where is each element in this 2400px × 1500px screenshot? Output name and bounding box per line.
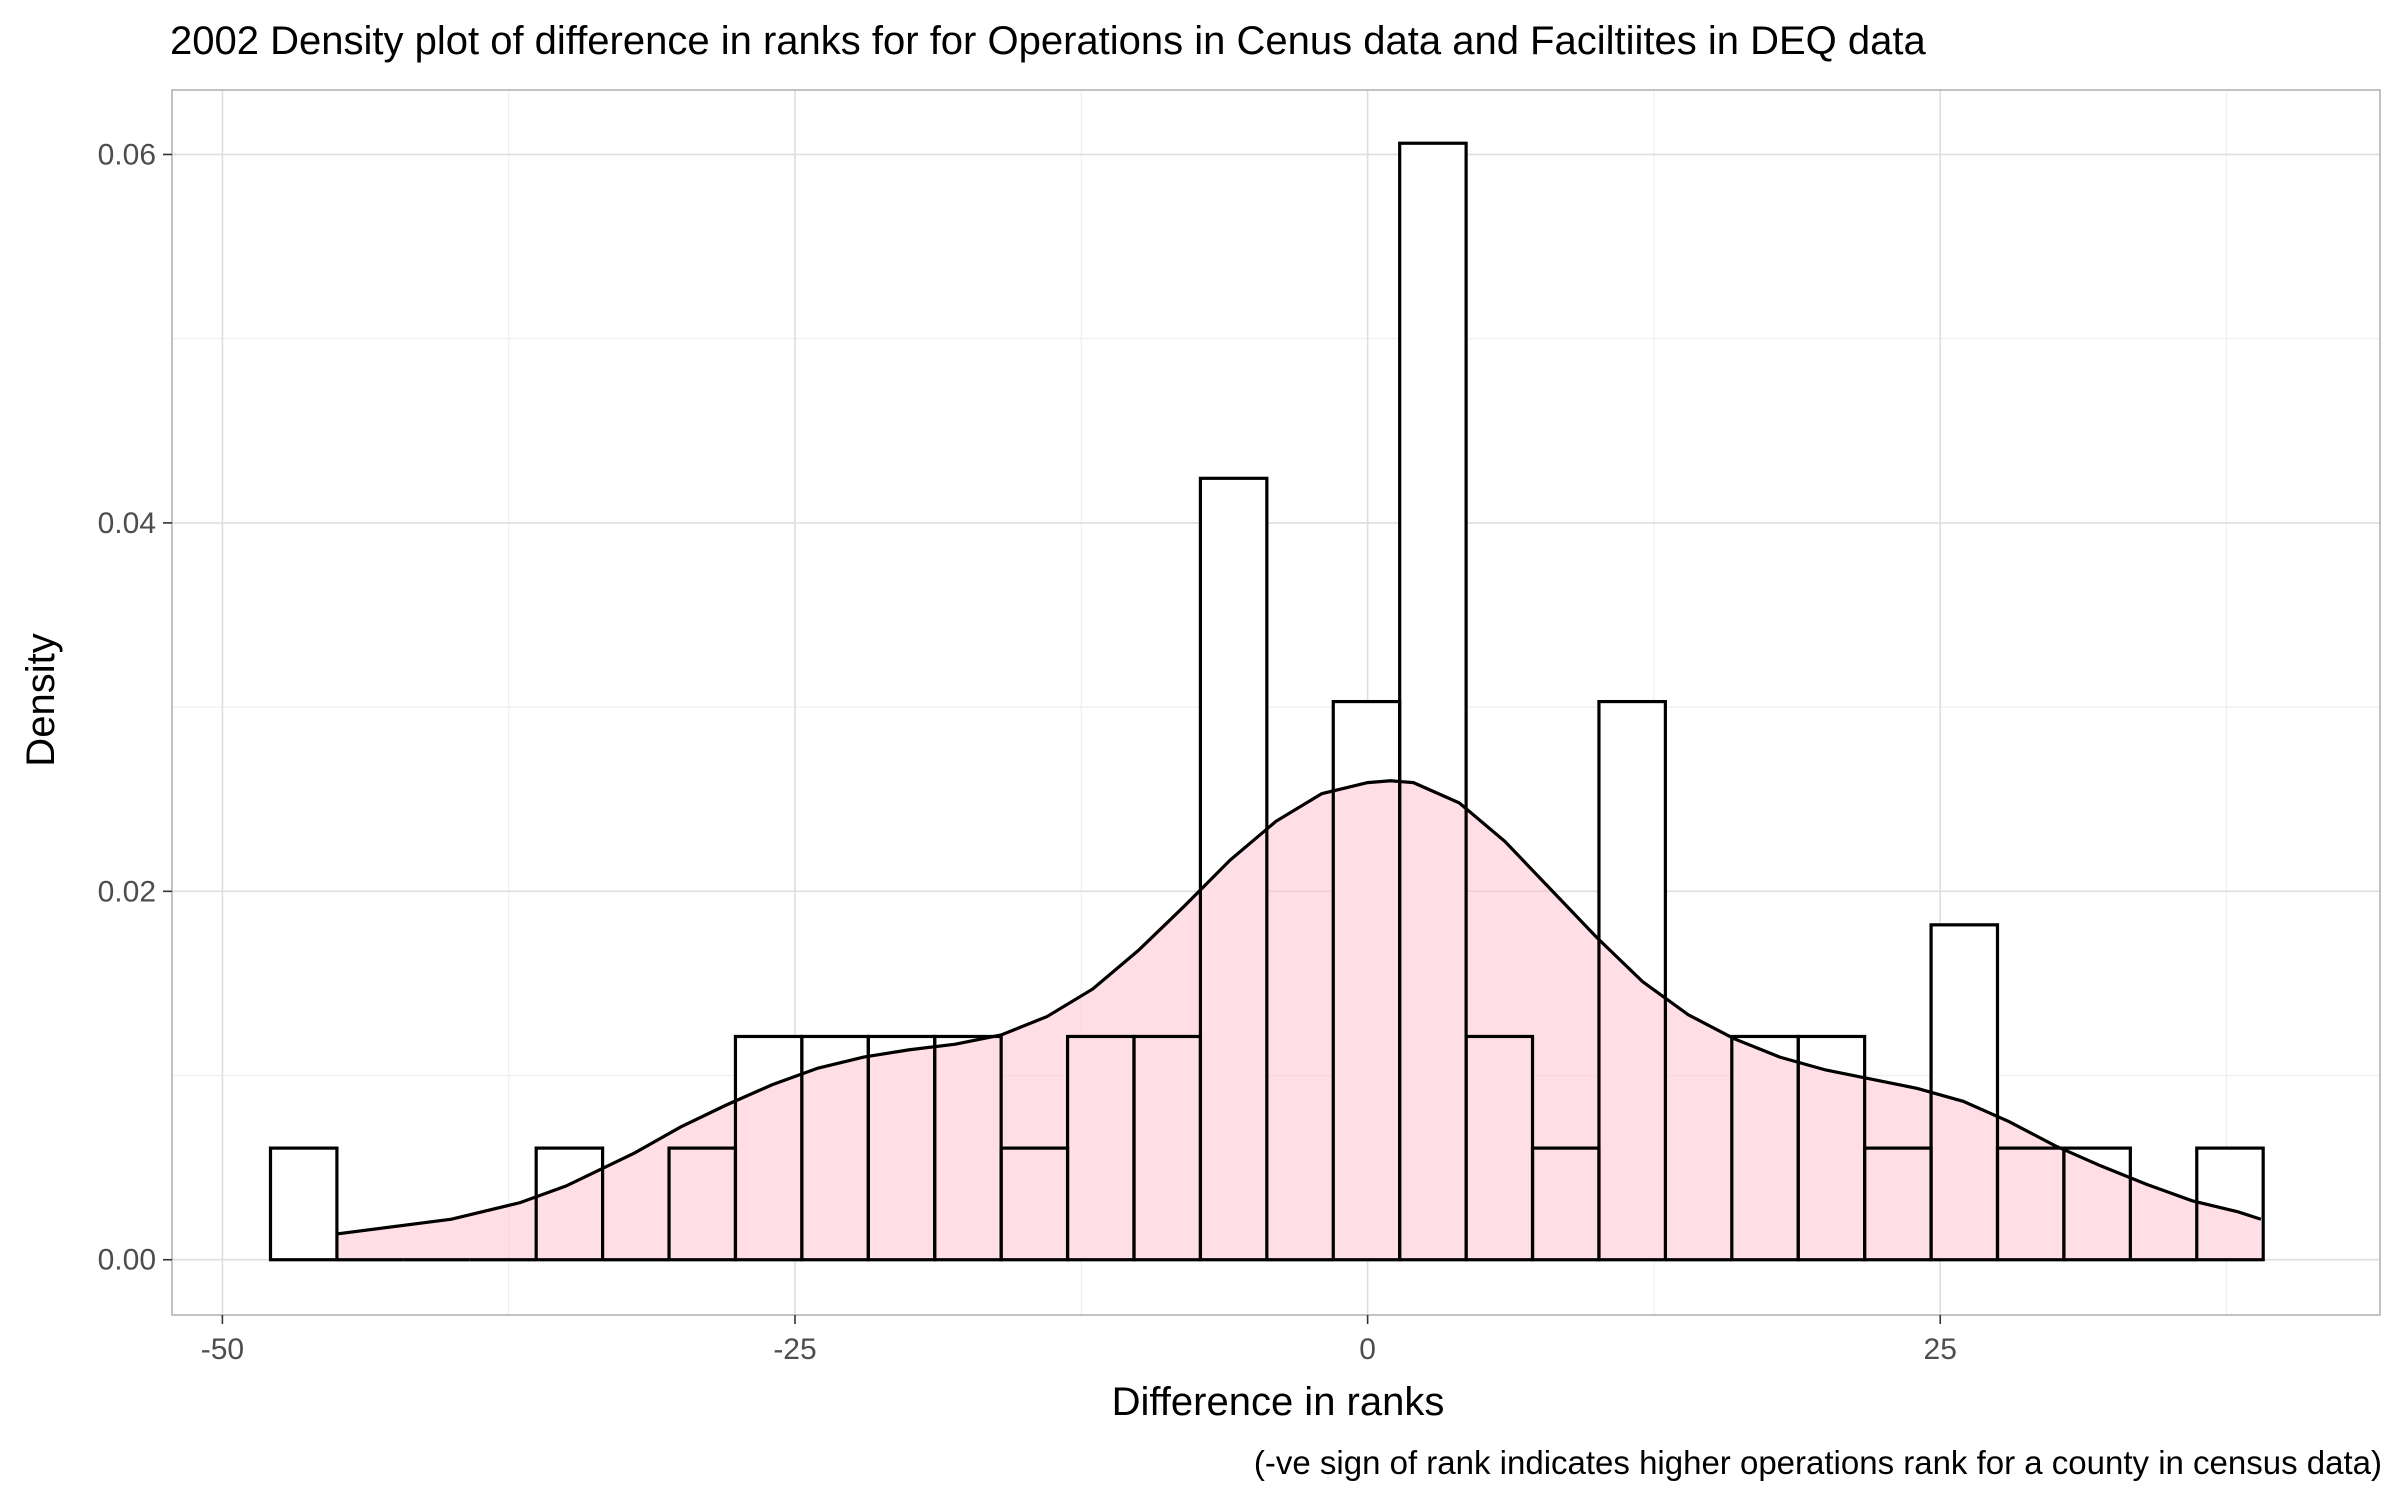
panel-border xyxy=(171,89,2381,1316)
y-axis: 0.00 0.02 0.04 0.06 xyxy=(98,138,172,1277)
x-axis-title: Difference in ranks xyxy=(1112,1380,1445,1424)
histogram-bar xyxy=(1198,476,1269,1262)
density-area xyxy=(336,780,2261,1260)
x-axis: -50 -25 0 25 xyxy=(201,1315,1957,1366)
chart-caption: (-ve sign of rank indicates higher opera… xyxy=(1254,1444,2382,1481)
x-tick-label: 25 xyxy=(1924,1333,1957,1366)
y-axis-title: Density xyxy=(19,633,63,766)
density-curve xyxy=(268,141,2265,1262)
x-tick-label: -25 xyxy=(773,1333,816,1366)
histogram-bar-fill xyxy=(270,1148,337,1260)
histogram-bar xyxy=(534,1146,605,1262)
histogram-bar xyxy=(2062,1146,2132,1262)
y-tick-label: 0.04 xyxy=(98,507,156,540)
y-tick-label: 0.00 xyxy=(98,1244,156,1277)
histogram-bar xyxy=(2195,1146,2265,1262)
x-tick-label: -50 xyxy=(201,1333,244,1366)
y-tick-label: 0.02 xyxy=(98,875,156,908)
histogram-bar xyxy=(268,1146,339,1262)
x-tick-label: 0 xyxy=(1359,1333,1376,1366)
histogram-bar xyxy=(1398,141,1468,1262)
y-tick-label: 0.06 xyxy=(98,138,156,171)
chart-title: 2002 Density plot of difference in ranks… xyxy=(170,19,1927,63)
histogram-bar xyxy=(1597,699,1667,1262)
density-line xyxy=(336,779,2262,1236)
